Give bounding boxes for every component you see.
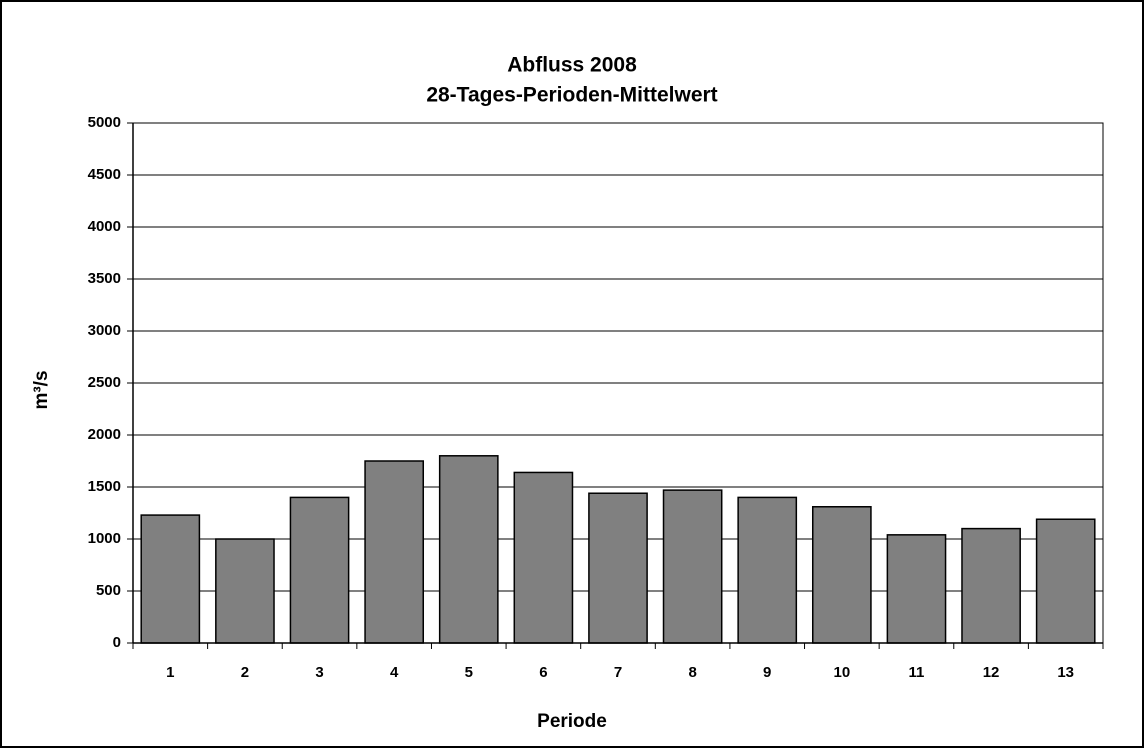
chart-subtitle: 28-Tages-Perioden-Mittelwert <box>426 84 717 107</box>
x-axis-label: Periode <box>537 711 607 732</box>
x-tick-label: 4 <box>390 664 399 681</box>
bar <box>886 534 947 644</box>
y-tick-label: 2000 <box>88 426 121 443</box>
y-tick-label: 0 <box>113 634 121 651</box>
bar <box>364 460 425 644</box>
x-tick-label: 9 <box>763 664 771 681</box>
bar <box>289 496 350 644</box>
bar <box>140 514 201 644</box>
y-tick-label: 4500 <box>88 166 121 183</box>
y-tick-label: 3500 <box>88 270 121 287</box>
bar <box>737 496 798 644</box>
y-tick-label: 3000 <box>88 322 121 339</box>
y-axis-label: m³/s <box>31 370 52 409</box>
bar <box>811 506 872 644</box>
x-tick-label: 5 <box>465 664 473 681</box>
x-tick-label: 6 <box>539 664 547 681</box>
bar <box>215 538 275 644</box>
y-tick-label: 1500 <box>88 478 121 495</box>
y-tick-label: 500 <box>96 582 121 599</box>
chart-title: Abfluss 2008 <box>507 54 637 77</box>
bar <box>1035 518 1096 644</box>
x-tick-label: 2 <box>241 664 249 681</box>
x-tick-label: 13 <box>1057 664 1074 681</box>
y-tick-label: 2500 <box>88 374 121 391</box>
x-tick-label: 1 <box>166 664 174 681</box>
x-tick-label: 11 <box>909 664 925 681</box>
bar <box>961 527 1021 644</box>
x-tick-label: 12 <box>983 664 1000 681</box>
x-tick-label: 8 <box>688 664 696 681</box>
bar <box>662 489 723 644</box>
bar <box>513 471 574 644</box>
x-tick-label: 7 <box>614 664 622 681</box>
x-tick-label: 10 <box>834 664 851 681</box>
y-tick-label: 4000 <box>88 218 121 235</box>
bar <box>588 492 648 644</box>
y-tick-label: 1000 <box>88 530 121 547</box>
bar <box>438 455 499 644</box>
x-tick-label: 3 <box>315 664 323 681</box>
y-tick-label: 5000 <box>88 114 121 131</box>
